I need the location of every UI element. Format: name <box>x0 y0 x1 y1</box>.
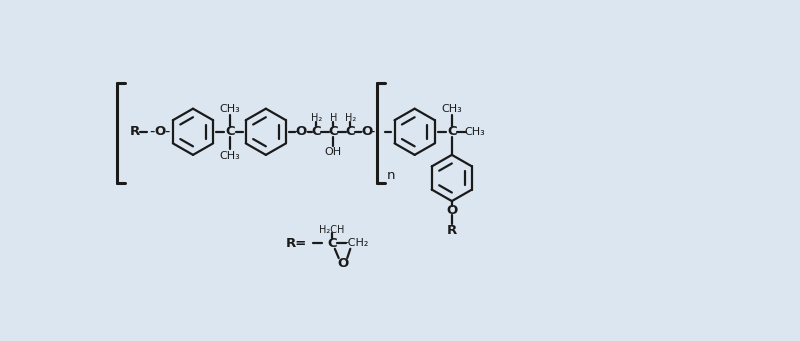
Text: O: O <box>337 257 348 270</box>
Text: C: C <box>329 125 338 138</box>
Text: O: O <box>296 125 307 138</box>
Text: C: C <box>226 125 235 138</box>
Text: O: O <box>155 125 166 138</box>
Text: H: H <box>330 113 337 123</box>
Text: C: C <box>447 125 457 138</box>
Text: H₂: H₂ <box>345 113 356 123</box>
Text: R: R <box>130 125 140 138</box>
Text: CH₃: CH₃ <box>220 151 241 161</box>
Text: R=: R= <box>286 237 307 250</box>
Text: -: - <box>165 124 170 139</box>
Text: -: - <box>150 124 154 139</box>
Text: CH₃: CH₃ <box>465 127 486 137</box>
Text: R: R <box>446 224 457 237</box>
Text: CH₃: CH₃ <box>220 104 241 114</box>
Text: -: - <box>305 124 310 139</box>
Text: n: n <box>387 169 396 182</box>
Text: OH: OH <box>325 147 342 157</box>
Text: H₂CH: H₂CH <box>319 225 345 235</box>
Text: -: - <box>358 124 363 139</box>
Text: ─CH₂: ─CH₂ <box>342 238 369 249</box>
Text: -: - <box>293 124 298 139</box>
Text: O: O <box>361 125 372 138</box>
Text: C: C <box>311 125 321 138</box>
Text: CH₃: CH₃ <box>442 104 462 114</box>
Text: C: C <box>327 237 337 250</box>
Text: C: C <box>346 125 355 138</box>
Text: O: O <box>446 204 458 217</box>
Text: -: - <box>370 124 374 139</box>
Text: H₂: H₂ <box>310 113 322 123</box>
